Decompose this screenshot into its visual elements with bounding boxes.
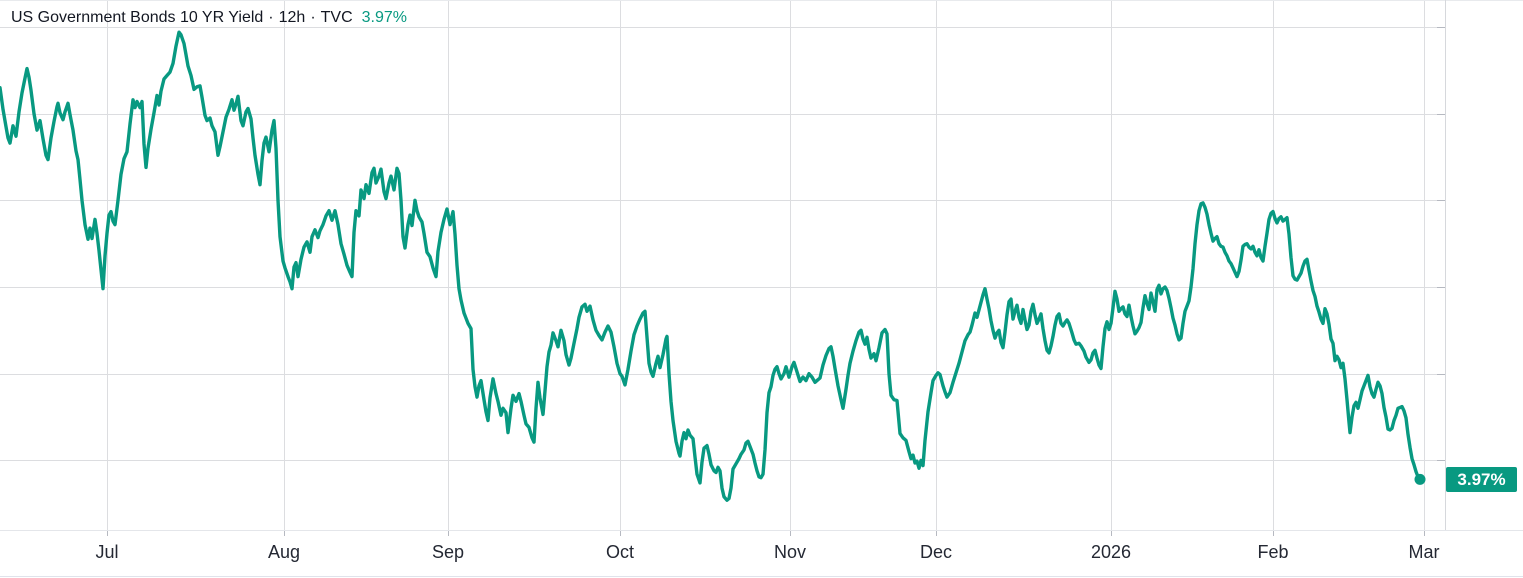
last-price-badge: 3.97% xyxy=(1446,467,1517,492)
time-axis-label: Jul xyxy=(95,542,119,562)
symbol-name: US Government Bonds 10 YR Yield xyxy=(11,9,264,26)
time-axis-label: Aug xyxy=(267,542,301,562)
time-axis-label: Mar xyxy=(1408,542,1440,562)
time-axis-label: Feb xyxy=(1257,542,1289,562)
legend-separator: · xyxy=(268,9,274,26)
price-axis[interactable]: 4.50%4.40%4.30%4.20%4.10%4.00% xyxy=(1446,0,1523,530)
last-price-marker xyxy=(1414,473,1426,485)
time-axis-label: Dec xyxy=(919,542,952,562)
legend-separator: · xyxy=(310,9,316,26)
time-axis-label: Oct xyxy=(605,542,634,562)
last-value-label: 3.97% xyxy=(361,9,408,26)
price-line-series xyxy=(0,30,1422,502)
time-axis-label: 2026 xyxy=(1090,542,1132,562)
exchange-label: TVC xyxy=(320,9,353,26)
time-axis-label: Sep xyxy=(431,542,465,562)
symbol-legend[interactable]: US Government Bonds 10 YR Yield · 12h · TVC 3… xyxy=(11,9,407,27)
time-axis-label: Nov xyxy=(773,542,806,562)
interval-label: 12h xyxy=(278,9,306,26)
